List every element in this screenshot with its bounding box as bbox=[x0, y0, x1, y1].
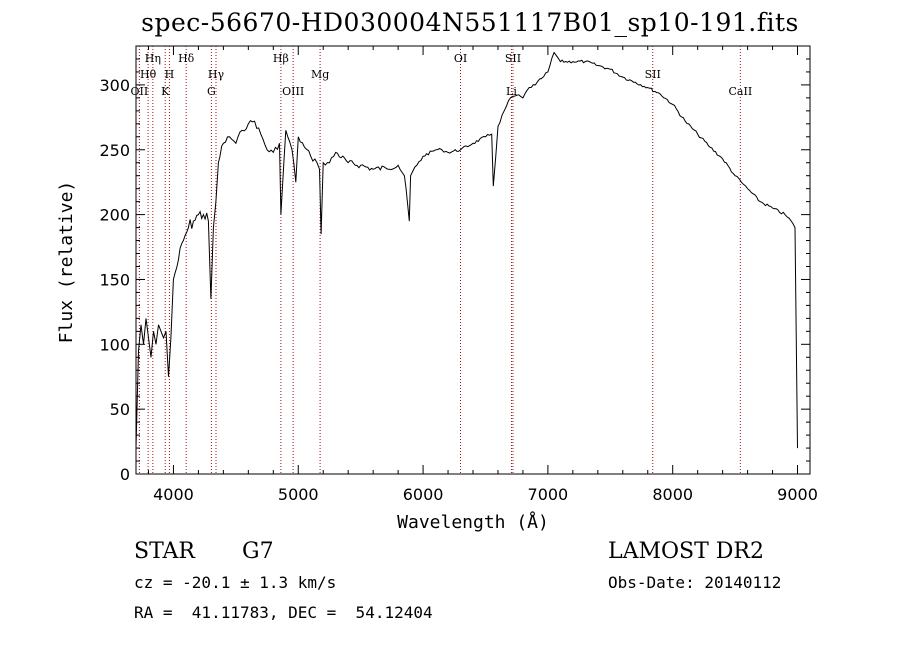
x-tick-label: 7000 bbox=[528, 485, 569, 504]
line-label: Hβ bbox=[273, 52, 289, 65]
obs-date: Obs-Date: 20140112 bbox=[608, 573, 782, 592]
line-markers bbox=[138, 46, 741, 474]
y-tick-label: 0 bbox=[120, 465, 130, 484]
x-tick-label: 4000 bbox=[153, 485, 194, 504]
survey-name: LAMOST DR2 bbox=[608, 539, 764, 564]
line-label: OIII bbox=[282, 85, 304, 98]
y-tick-label: 150 bbox=[99, 270, 130, 289]
tick-labels: 4000 5000 6000 7000 8000 9000 0 50 100 150 200 250 3… bbox=[99, 76, 817, 504]
line-label: Hδ bbox=[178, 52, 195, 65]
y-axis-label: Flux (relative) bbox=[56, 181, 77, 344]
line-label: Li bbox=[506, 85, 517, 98]
x-tick-label: 6000 bbox=[403, 485, 444, 504]
y-tick-label: 200 bbox=[99, 206, 130, 225]
axis-ticks bbox=[136, 46, 810, 475]
line-label: SII bbox=[645, 68, 661, 81]
line-label: K bbox=[161, 85, 170, 98]
redshift-value: cz = -20.1 ± 1.3 km/s bbox=[134, 573, 337, 592]
line-label: OI bbox=[454, 52, 467, 65]
line-label: G bbox=[207, 85, 216, 98]
ra-dec: RA = 41.11783, DEC = 54.12404 bbox=[134, 603, 433, 622]
x-tick-label: 9000 bbox=[777, 485, 818, 504]
y-tick-label: 250 bbox=[99, 141, 130, 160]
line-label: SII bbox=[505, 52, 521, 65]
line-label: Hγ bbox=[208, 68, 225, 81]
line-label: Hθ bbox=[140, 68, 157, 81]
plot-frame bbox=[135, 45, 811, 475]
x-tick-label: 5000 bbox=[278, 485, 319, 504]
y-tick-label: 300 bbox=[99, 76, 130, 95]
line-label: Hη bbox=[145, 52, 161, 65]
line-label: Mg bbox=[311, 68, 329, 81]
chart-title: spec-56670-HD030004N551117B01_sp10-191.f… bbox=[141, 8, 799, 37]
line-labels: Hη Hθ OII HK Hδ Hγ G Hβ OIII Mg OI SII Li SII CaII bbox=[131, 52, 753, 98]
object-class: STAR bbox=[134, 539, 195, 564]
line-label: H bbox=[165, 68, 175, 81]
y-tick-label: 100 bbox=[99, 335, 130, 354]
spectrum-series bbox=[135, 51, 798, 449]
object-subclass: G7 bbox=[242, 539, 274, 564]
x-tick-label: 8000 bbox=[652, 485, 693, 504]
line-label: CaII bbox=[729, 85, 753, 98]
y-tick-label: 50 bbox=[110, 400, 130, 419]
x-axis-label: Wavelength (Å) bbox=[397, 511, 549, 533]
line-label: OII bbox=[131, 85, 149, 98]
